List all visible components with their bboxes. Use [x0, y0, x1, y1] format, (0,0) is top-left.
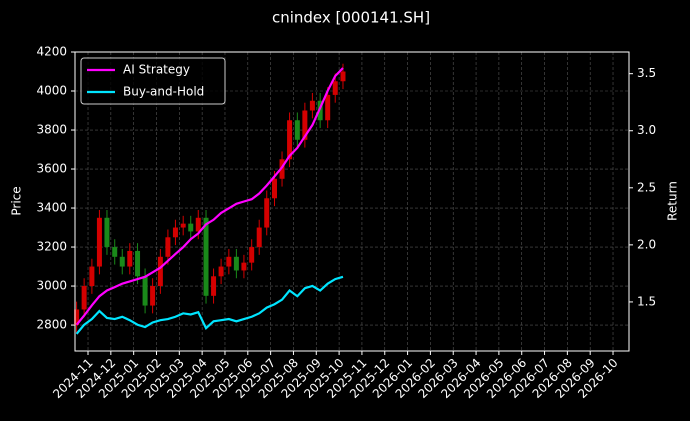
candle-body [74, 309, 80, 326]
y2-tick-label: 1.5 [637, 294, 656, 308]
y-tick-label: 3000 [36, 279, 67, 293]
legend-box [80, 57, 226, 105]
y-tick-label: 3800 [36, 123, 67, 137]
candle-body [150, 286, 156, 306]
y-tick-label: 3400 [36, 201, 67, 215]
candle-body [96, 217, 102, 267]
candle-body [256, 227, 262, 248]
candle-body [203, 217, 209, 296]
candle-body [226, 256, 232, 267]
y-tick-label: 4000 [36, 84, 67, 98]
return-line [75, 67, 344, 326]
candle-body [112, 247, 118, 257]
candle-body [294, 120, 300, 140]
y-tick-label: 3200 [36, 240, 67, 254]
candle-body [287, 120, 293, 160]
y-axis-label: Price [10, 186, 24, 215]
y2-tick-label: 2.0 [637, 237, 656, 251]
legend-label: AI Strategy [123, 63, 190, 77]
y2-tick-label: 3.5 [637, 66, 656, 80]
candle-body [332, 81, 338, 95]
candle-body [188, 223, 194, 232]
candle-body [233, 256, 239, 271]
legend-label: Buy-and-Hold [123, 85, 204, 99]
y-tick-label: 2800 [36, 318, 67, 332]
candle-body [309, 100, 315, 111]
candle-body [302, 110, 308, 140]
candle-body [325, 94, 331, 121]
candle-body [241, 262, 247, 271]
y2-tick-label: 3.0 [637, 123, 656, 137]
candle-body [264, 198, 270, 228]
candle-body [135, 250, 141, 277]
candle-body [180, 223, 186, 228]
chart-title: cnindex [000141.SH] [272, 9, 430, 27]
candle-body [157, 256, 163, 287]
candle-body [172, 227, 178, 238]
candle-body [104, 217, 110, 248]
plot-frame [74, 51, 630, 352]
candle-body [195, 217, 201, 232]
candle-body [211, 276, 217, 296]
return-line [75, 275, 344, 335]
candle-body [119, 256, 125, 267]
y2-tick-label: 2.5 [637, 180, 656, 194]
candle-body [127, 250, 133, 267]
y-tick-label: 3600 [36, 162, 67, 176]
y2-axis-label: Return [666, 181, 680, 221]
candle-body [272, 178, 278, 199]
candle-body [340, 71, 346, 82]
candle-body [249, 247, 255, 263]
candle-body [142, 276, 148, 306]
candle-body [218, 266, 224, 277]
candle-body [165, 237, 171, 257]
candle-body [89, 266, 95, 287]
y-tick-label: 4200 [36, 45, 67, 59]
candle-body [279, 159, 285, 179]
candle-body [81, 286, 87, 310]
